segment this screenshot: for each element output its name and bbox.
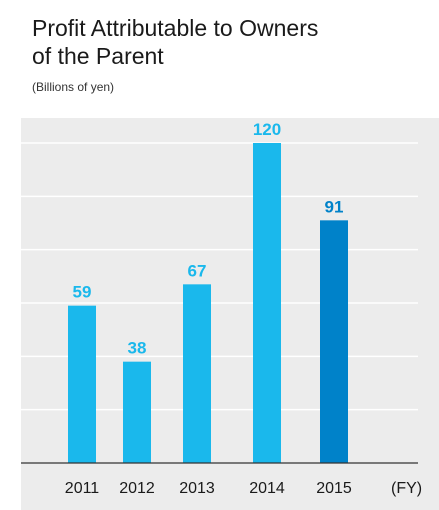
bar-chart: 59 38 67 120 91 2011 2012 2013 2014 2015 (FY) [21,120,422,497]
bar-2012 [123,361,151,463]
chart-panel: 59 38 67 120 91 2011 2012 2013 2014 2015 (FY) [21,118,439,510]
bar-value-label-2011: 59 [73,283,92,302]
bar-2013 [183,284,211,463]
bar-2014 [253,143,281,463]
bar-value-label-2014: 120 [253,120,281,139]
chart-title-line-1: Profit Attributable to Owners [32,15,319,41]
x-tick-label-2013: 2013 [179,480,215,497]
unit-label: (Billions of yen) [32,80,115,94]
bar-value-label-2015: 91 [325,197,344,216]
x-tick-label-2011: 2011 [65,480,100,497]
x-tick-label-2012: 2012 [119,480,155,497]
bar-2015 [320,220,348,463]
chart-title: Profit Attributable to Owners of the Par… [32,14,422,70]
chart-title-line-2: of the Parent [32,43,164,69]
bar-2011 [68,305,96,463]
x-tick-label-2015: 2015 [316,480,352,497]
bar-value-label-2012: 38 [128,339,147,358]
x-tick-label-2014: 2014 [249,480,285,497]
chart-header: Profit Attributable to Owners of the Par… [0,0,439,118]
bar-value-label-2013: 67 [188,261,207,280]
x-unit-label: (FY) [391,480,422,497]
